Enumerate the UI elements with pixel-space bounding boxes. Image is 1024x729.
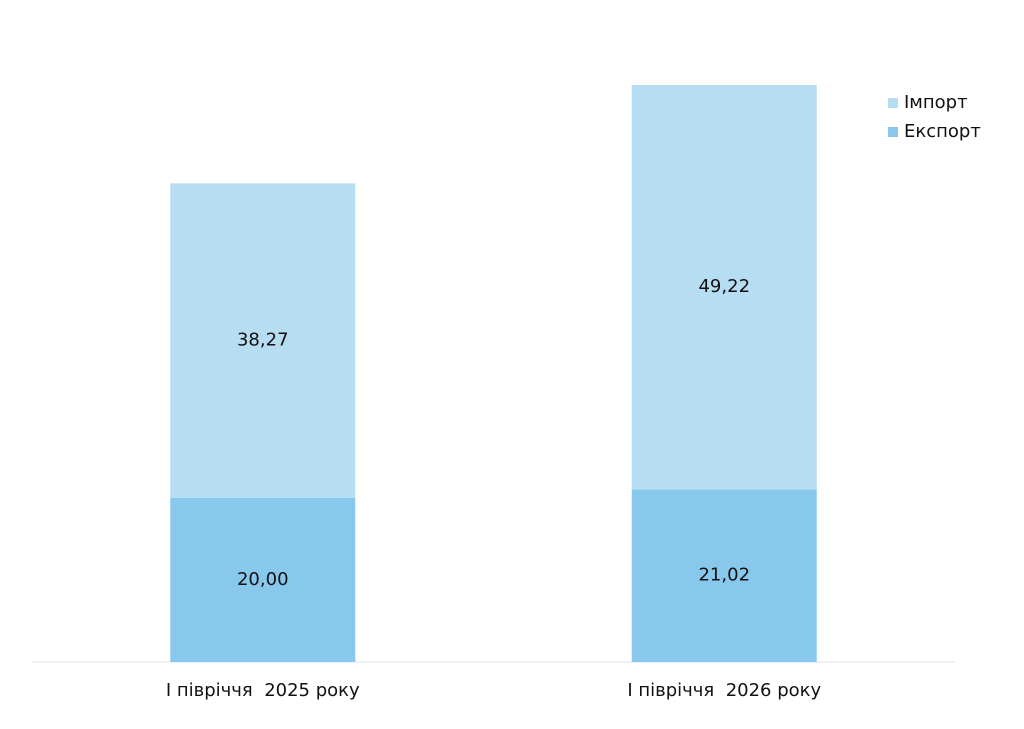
legend-label: Експорт — [904, 121, 981, 142]
bar-segment — [170, 183, 356, 498]
data-label: 21,02 — [698, 565, 750, 586]
data-label: 38,27 — [237, 330, 289, 351]
data-label: 20,00 — [237, 569, 289, 590]
bar-segment — [631, 489, 817, 662]
x-tick-label: І півріччя 2025 року — [166, 680, 360, 701]
legend-swatch — [888, 98, 898, 108]
bar-segment — [631, 85, 817, 490]
legend-label: Імпорт — [904, 92, 968, 113]
x-tick-label: І півріччя 2026 року — [627, 680, 821, 701]
data-label: 49,22 — [698, 276, 750, 297]
legend-swatch — [888, 127, 898, 137]
bar-segment — [170, 497, 356, 662]
